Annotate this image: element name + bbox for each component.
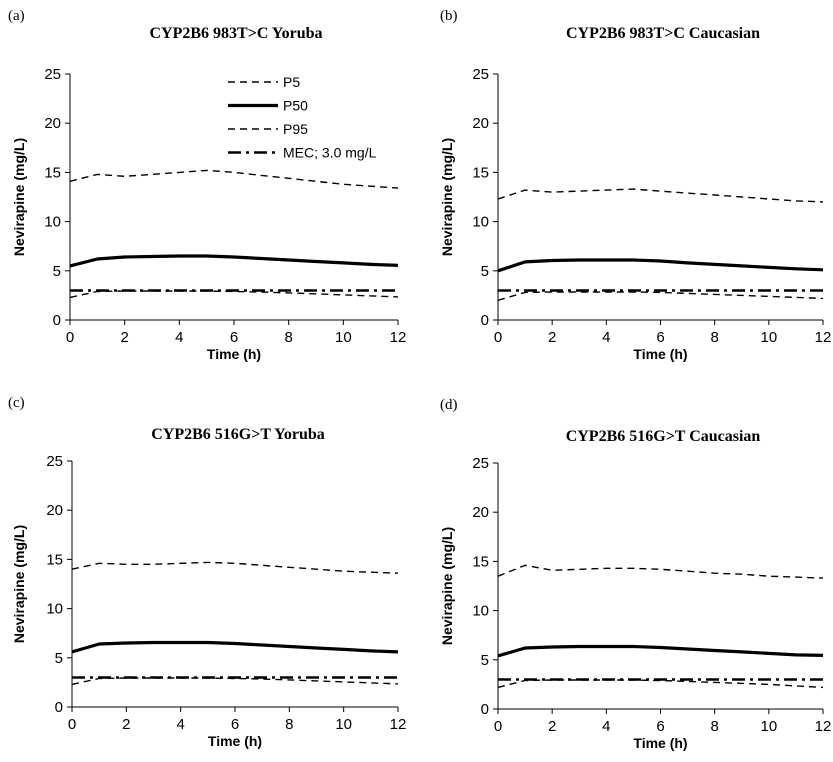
series-line-p95 bbox=[71, 561, 399, 574]
y-tick-label: 0 bbox=[55, 699, 63, 716]
panel-label: (c) bbox=[8, 395, 25, 411]
x-tick-label: 0 bbox=[494, 718, 502, 735]
x-tick-label: 8 bbox=[710, 329, 718, 346]
legend-label: P50 bbox=[283, 98, 308, 114]
x-axis-title: Time (h) bbox=[208, 733, 262, 749]
y-tick-label: 15 bbox=[472, 164, 489, 181]
x-tick-label: 8 bbox=[284, 329, 292, 346]
x-tick-label: 4 bbox=[176, 716, 184, 733]
x-tick-label: 4 bbox=[175, 329, 183, 346]
x-tick-label: 10 bbox=[335, 716, 352, 733]
series-line-p95 bbox=[497, 564, 824, 579]
x-axis-title: Time (h) bbox=[633, 735, 687, 751]
x-tick-label: 2 bbox=[120, 329, 128, 346]
x-tick-label: 10 bbox=[335, 329, 352, 346]
y-tick-label: 20 bbox=[472, 115, 489, 132]
y-tick-label: 5 bbox=[481, 652, 489, 669]
x-tick-label: 10 bbox=[760, 718, 777, 735]
x-tick-label: 0 bbox=[66, 329, 74, 346]
y-tick-label: 10 bbox=[472, 603, 489, 620]
x-tick-label: 6 bbox=[231, 716, 239, 733]
y-tick-label: 20 bbox=[46, 502, 63, 519]
y-tick-label: 20 bbox=[44, 115, 61, 132]
x-tick-label: 6 bbox=[656, 329, 664, 346]
y-tick-label: 15 bbox=[472, 553, 489, 570]
chart-title: CYP2B6 516G>T Yoruba bbox=[151, 426, 325, 443]
series-line-p95 bbox=[497, 188, 824, 203]
x-tick-label: 10 bbox=[760, 329, 777, 346]
x-axis-title: Time (h) bbox=[633, 346, 687, 362]
y-tick-label: 0 bbox=[481, 312, 489, 329]
y-tick-label: 15 bbox=[44, 164, 61, 181]
x-tick-label: 12 bbox=[815, 329, 832, 346]
x-tick-label: 12 bbox=[390, 716, 407, 733]
series-line-p5 bbox=[71, 677, 399, 686]
chart-panel-a: (a) CYP2B6 983T>C Yoruba 0 5 10 15 20 25 0 2 4 6 8 10… bbox=[8, 8, 406, 362]
series-line-p50 bbox=[497, 258, 824, 273]
panel-label: (b) bbox=[440, 8, 458, 24]
chart-title: CYP2B6 983T>C Caucasian bbox=[566, 25, 760, 42]
y-tick-label: 25 bbox=[46, 453, 63, 470]
series-line-p5 bbox=[497, 679, 824, 689]
series-line-p50 bbox=[71, 640, 399, 654]
x-tick-label: 0 bbox=[494, 329, 502, 346]
legend-label: P95 bbox=[283, 121, 308, 137]
y-tick-label: 5 bbox=[55, 650, 63, 667]
chart-panel-d: (d) CYP2B6 516G>T Caucasian 0 5 10 15 20 25 0 2 4 6… bbox=[439, 397, 831, 751]
x-axis-title: Time (h) bbox=[207, 346, 261, 362]
x-tick-label: 2 bbox=[548, 718, 556, 735]
y-tick-label: 5 bbox=[53, 263, 61, 280]
y-tick-label: 10 bbox=[44, 214, 61, 231]
series-line-p5 bbox=[69, 290, 399, 299]
y-tick-label: 15 bbox=[46, 551, 63, 568]
x-tick-label: 0 bbox=[68, 716, 76, 733]
y-axis-title: Nevirapine (mg/L) bbox=[439, 527, 455, 645]
y-tick-label: 10 bbox=[46, 601, 63, 618]
y-tick-label: 25 bbox=[44, 66, 61, 83]
y-tick-label: 10 bbox=[472, 214, 489, 231]
y-tick-label: 0 bbox=[481, 701, 489, 718]
series-line-p95 bbox=[69, 169, 399, 189]
chart-panel-b: (b) CYP2B6 983T>C Caucasian 0 5 10 15 20 25 0 2 4 6… bbox=[439, 8, 831, 362]
x-tick-label: 4 bbox=[602, 329, 610, 346]
x-tick-label: 6 bbox=[656, 718, 664, 735]
y-tick-label: 5 bbox=[481, 263, 489, 280]
y-tick-label: 25 bbox=[472, 66, 489, 83]
chart-legend: P5 P50 P95 MEC; 3.0 mg/L bbox=[228, 74, 377, 161]
chart-title: CYP2B6 983T>C Yoruba bbox=[150, 25, 323, 42]
legend-label: MEC; 3.0 mg/L bbox=[283, 145, 377, 161]
x-tick-label: 12 bbox=[390, 329, 407, 346]
chart-title: CYP2B6 516G>T Caucasian bbox=[566, 428, 761, 445]
y-tick-label: 0 bbox=[53, 312, 61, 329]
x-tick-label: 4 bbox=[602, 718, 610, 735]
y-tick-label: 20 bbox=[472, 504, 489, 521]
series-line-p50 bbox=[497, 644, 824, 658]
chart-panel-c: (c) CYP2B6 516G>T Yoruba 0 5 10 15 20 25 0 2 4 6 8 10… bbox=[8, 395, 406, 749]
x-tick-label: 6 bbox=[230, 329, 238, 346]
y-axis-title: Nevirapine (mg/L) bbox=[439, 138, 455, 256]
panel-label: (a) bbox=[8, 8, 25, 24]
x-tick-label: 12 bbox=[815, 718, 832, 735]
y-axis-title: Nevirapine (mg/L) bbox=[11, 138, 27, 256]
series-line-p50 bbox=[69, 254, 399, 268]
x-tick-label: 2 bbox=[122, 716, 130, 733]
x-tick-label: 8 bbox=[710, 718, 718, 735]
x-tick-label: 2 bbox=[548, 329, 556, 346]
legend-label: P5 bbox=[283, 74, 300, 90]
y-tick-label: 25 bbox=[472, 455, 489, 472]
x-tick-label: 8 bbox=[285, 716, 293, 733]
series-line-p5 bbox=[497, 291, 824, 301]
panel-label: (d) bbox=[440, 397, 458, 413]
y-axis-title: Nevirapine (mg/L) bbox=[11, 525, 27, 643]
